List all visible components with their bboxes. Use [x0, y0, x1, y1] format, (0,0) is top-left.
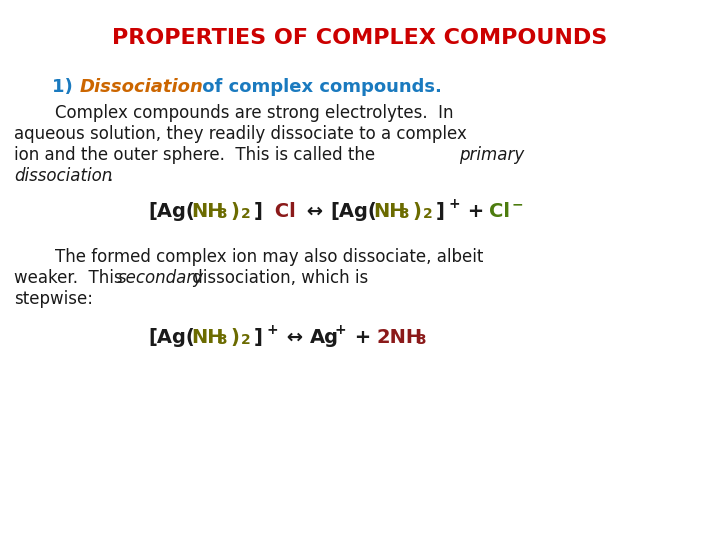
Text: 2: 2 [241, 207, 251, 221]
Text: [Ag(: [Ag( [148, 202, 194, 221]
Text: of complex compounds.: of complex compounds. [196, 78, 442, 96]
Text: The formed complex ion may also dissociate, albeit: The formed complex ion may also dissocia… [34, 248, 483, 266]
Text: NH: NH [191, 202, 223, 221]
Text: ): ) [230, 328, 239, 347]
Text: Cl: Cl [268, 202, 296, 221]
Text: aqueous solution, they readily dissociate to a complex: aqueous solution, they readily dissociat… [14, 125, 467, 143]
Text: +: + [266, 323, 278, 337]
Text: dissociation: dissociation [14, 167, 112, 185]
Text: 2: 2 [241, 333, 251, 347]
Text: ]: ] [254, 328, 263, 347]
Text: +: + [348, 328, 378, 347]
Text: [Ag(: [Ag( [330, 202, 377, 221]
Text: NH: NH [373, 202, 405, 221]
Text: dissociation, which is: dissociation, which is [187, 269, 368, 287]
Text: ]: ] [254, 202, 263, 221]
Text: Dissociation: Dissociation [80, 78, 204, 96]
Text: ): ) [230, 202, 239, 221]
Text: Ag: Ag [310, 328, 339, 347]
Text: primary: primary [459, 146, 524, 164]
Text: ↔: ↔ [300, 202, 330, 221]
Text: 3: 3 [399, 207, 409, 221]
Text: 3: 3 [217, 333, 227, 347]
Text: ): ) [412, 202, 421, 221]
Text: secondary: secondary [118, 269, 204, 287]
Text: 3: 3 [217, 207, 227, 221]
Text: +: + [334, 323, 346, 337]
Text: NH: NH [191, 328, 223, 347]
Text: ion and the outer sphere.  This is called the: ion and the outer sphere. This is called… [14, 146, 380, 164]
Text: Complex compounds are strong electrolytes.  In: Complex compounds are strong electrolyte… [34, 104, 454, 122]
Text: .: . [107, 167, 112, 185]
Text: ]: ] [436, 202, 445, 221]
Text: stepwise:: stepwise: [14, 290, 93, 308]
Text: 2NH: 2NH [376, 328, 422, 347]
Text: weaker.  This: weaker. This [14, 269, 128, 287]
Text: 1): 1) [52, 78, 79, 96]
Text: +: + [448, 197, 459, 211]
Text: [Ag(: [Ag( [148, 328, 194, 347]
Text: 2: 2 [423, 207, 433, 221]
Text: −: − [512, 197, 523, 211]
Text: 3: 3 [416, 333, 426, 347]
Text: Cl: Cl [489, 202, 510, 221]
Text: +: + [461, 202, 491, 221]
Text: PROPERTIES OF COMPLEX COMPOUNDS: PROPERTIES OF COMPLEX COMPOUNDS [112, 28, 608, 48]
Text: ↔: ↔ [280, 328, 310, 347]
